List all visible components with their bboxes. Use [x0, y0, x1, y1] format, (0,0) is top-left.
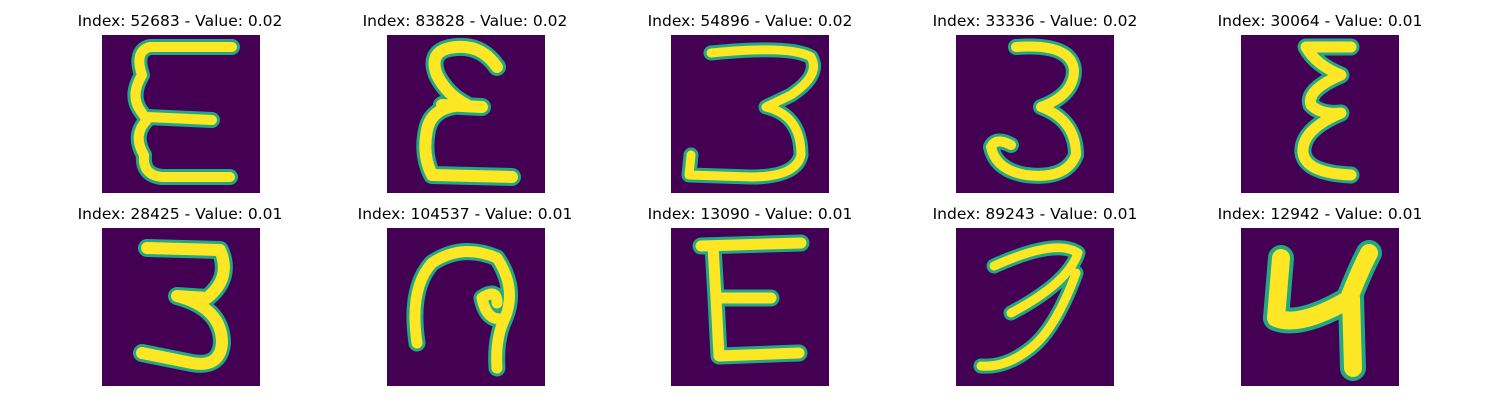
- digit-image: [671, 228, 829, 386]
- digit-image: [387, 35, 545, 193]
- digit-image: [102, 228, 260, 386]
- panel-title: Index: 104537 - Value: 0.01: [357, 205, 573, 223]
- panel-title: Index: 12942 - Value: 0.01: [1217, 205, 1423, 223]
- digit-image: [956, 228, 1114, 386]
- panel-title: Index: 83828 - Value: 0.02: [362, 12, 568, 30]
- digit-image: [671, 35, 829, 193]
- digit-image: [1241, 35, 1399, 193]
- panel-title: Index: 28425 - Value: 0.01: [77, 205, 283, 223]
- digit-image: [387, 228, 545, 386]
- panel-title: Index: 13090 - Value: 0.01: [647, 205, 853, 223]
- panel-title: Index: 52683 - Value: 0.02: [77, 12, 283, 30]
- panel-title: Index: 54896 - Value: 0.02: [647, 12, 853, 30]
- digit-image: [1241, 228, 1399, 386]
- digit-image: [956, 35, 1114, 193]
- panel-title: Index: 30064 - Value: 0.01: [1217, 12, 1423, 30]
- panel-title: Index: 33336 - Value: 0.02: [932, 12, 1138, 30]
- digit-image: [102, 35, 260, 193]
- panel-title: Index: 89243 - Value: 0.01: [932, 205, 1138, 223]
